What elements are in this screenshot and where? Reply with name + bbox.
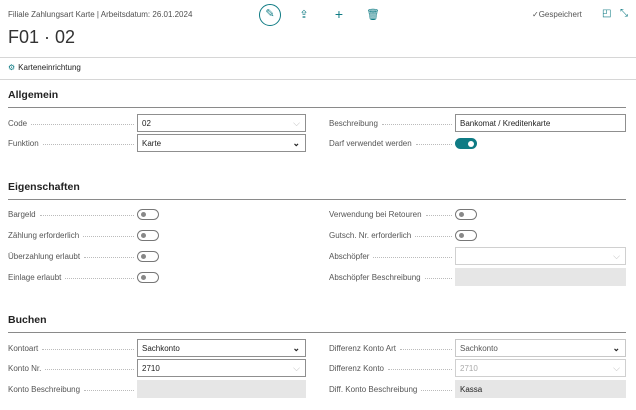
- chevron-down-icon: ⌵: [293, 363, 300, 373]
- code-field[interactable]: 02 ⌵: [137, 114, 306, 132]
- overpay-label: Überzahlung erlaubt: [8, 247, 134, 265]
- skimmer-description-field: [455, 268, 626, 286]
- diff-account-label: Differenz Konto: [329, 359, 452, 377]
- share-icon: ⇪: [299, 9, 309, 21]
- open-window-icon: ◰: [602, 8, 612, 19]
- account-no-label: Konto Nr.: [8, 359, 134, 377]
- account-type-select[interactable]: Sachkonto ⌄: [137, 339, 306, 357]
- code-label: Code: [8, 114, 134, 132]
- function-label: Funktion: [8, 134, 134, 152]
- section-divider: [8, 199, 626, 200]
- check-icon: ✓: [532, 10, 539, 19]
- chevron-down-icon: ⌵: [613, 363, 620, 373]
- deposit-toggle[interactable]: [137, 272, 159, 283]
- divider: [0, 79, 636, 80]
- diff-account-type-label: Differenz Konto Art: [329, 339, 452, 357]
- section-divider: [8, 332, 626, 333]
- skimmer-label: Abschöpfer: [329, 247, 452, 265]
- section-properties-title: Eigenschaften: [8, 181, 80, 193]
- edit-button[interactable]: ✎: [259, 4, 281, 26]
- section-divider: [8, 107, 626, 108]
- divider: [0, 57, 636, 58]
- share-button[interactable]: ⇪: [297, 8, 311, 21]
- skimmer-description-label: Abschöpfer Beschreibung: [329, 268, 452, 286]
- overpay-toggle[interactable]: [137, 251, 159, 262]
- open-new-window-button[interactable]: ◰: [602, 8, 611, 19]
- pencil-icon: ✎: [265, 8, 275, 20]
- chevron-down-icon: ⌵: [293, 118, 300, 128]
- window-title: Filiale Zahlungsart Karte | Arbeitsdatum…: [8, 10, 193, 19]
- saved-status: ✓Gespeichert: [532, 10, 582, 19]
- returns-label: Verwendung bei Retouren: [329, 205, 452, 223]
- count-required-toggle[interactable]: [137, 230, 159, 241]
- usable-toggle[interactable]: [455, 138, 477, 149]
- diff-account-description-label: Diff. Konto Beschreibung: [329, 380, 452, 398]
- account-description-label: Konto Beschreibung: [8, 380, 134, 398]
- setup-icon: ⚙: [8, 63, 16, 72]
- chevron-down-icon: ⌄: [292, 343, 300, 353]
- chevron-down-icon: ⌵: [613, 251, 620, 261]
- chevron-down-icon: ⌄: [292, 138, 300, 148]
- description-input[interactable]: Bankomat / Kreditenkarte: [455, 114, 626, 132]
- page-title: F01 · 02: [8, 27, 76, 47]
- trash-icon: 🗑: [366, 9, 380, 21]
- account-type-label: Kontoart: [8, 339, 134, 357]
- description-label: Beschreibung: [329, 114, 452, 132]
- deposit-label: Einlage erlaubt: [8, 268, 134, 286]
- account-description-field: [137, 380, 306, 398]
- new-button[interactable]: +: [332, 6, 346, 22]
- function-select[interactable]: Karte ⌄: [137, 134, 306, 152]
- voucher-required-toggle[interactable]: [455, 230, 477, 241]
- skimmer-field[interactable]: ⌵: [455, 247, 626, 265]
- section-posting-title: Buchen: [8, 314, 47, 326]
- section-general-title: Allgemein: [8, 89, 59, 101]
- diff-account-type-select[interactable]: Sachkonto ⌄: [455, 339, 626, 357]
- collapse-button[interactable]: ⤡: [620, 8, 628, 19]
- cash-toggle[interactable]: [137, 209, 159, 220]
- returns-toggle[interactable]: [455, 209, 477, 220]
- count-required-label: Zählung erforderlich: [8, 226, 134, 244]
- diff-account-description-field: Kassa: [455, 380, 626, 398]
- voucher-required-label: Gutsch. Nr. erforderlich: [329, 226, 452, 244]
- delete-button[interactable]: 🗑: [366, 8, 380, 21]
- cash-label: Bargeld: [8, 205, 134, 223]
- card-setup-action[interactable]: ⚙ Karteneinrichtung: [8, 63, 81, 72]
- usable-label: Darf verwendet werden: [329, 134, 452, 152]
- collapse-icon: ⤡: [620, 8, 628, 19]
- diff-account-field[interactable]: 2710 ⌵: [455, 359, 626, 377]
- plus-icon: +: [334, 6, 344, 22]
- account-no-field[interactable]: 2710 ⌵: [137, 359, 306, 377]
- chevron-down-icon: ⌄: [612, 343, 620, 353]
